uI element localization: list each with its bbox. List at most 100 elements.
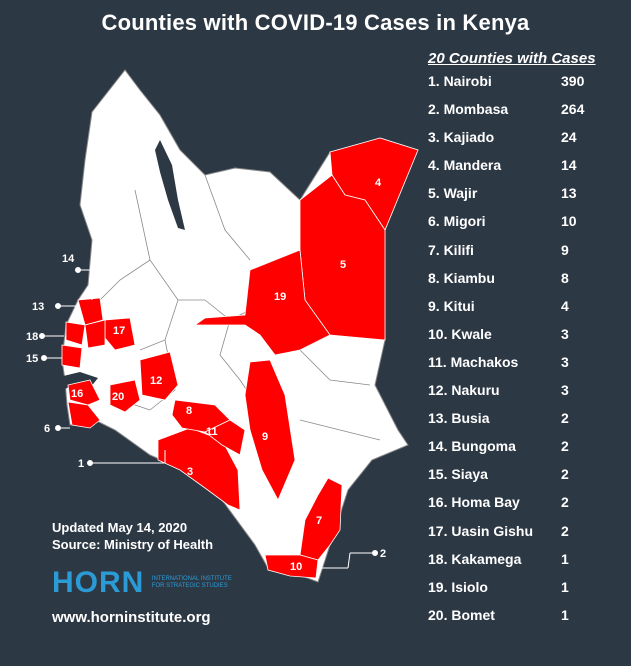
map-label: 14 (62, 253, 75, 265)
map-label: 7 (316, 515, 322, 527)
case-count: 3 (561, 325, 569, 342)
map-label: 6 (44, 423, 50, 435)
leader-lines (39, 267, 378, 569)
map-label: 11 (206, 426, 218, 438)
county-name: 19. Isiolo (428, 578, 488, 595)
county-kwale (264, 554, 319, 579)
county-name: 11. Machakos (428, 353, 519, 370)
county-name: 2. Mombasa (428, 101, 509, 118)
case-count: 3 (561, 353, 569, 370)
county-nakuru (139, 351, 179, 401)
county-name: 16. Homa Bay (428, 494, 520, 511)
legend-row: 12. Nakuru 3 (428, 382, 628, 410)
legend-row: 8. Kiambu 8 (428, 270, 628, 298)
case-count: 390 (561, 73, 585, 89)
update-info: Updated May 14, 2020 Source: Ministry of… (52, 519, 213, 553)
map-label: 12 (150, 375, 162, 387)
map-label: 19 (274, 291, 286, 303)
map-label: 18 (26, 331, 38, 343)
case-count: 24 (561, 129, 577, 146)
map-label: 20 (112, 391, 124, 403)
case-count: 2 (561, 522, 569, 539)
legend-row: 18. Kakamega 1 (428, 551, 628, 579)
map-label: 3 (187, 466, 193, 478)
county-name: 10. Kwale (428, 325, 492, 342)
affected-counties (61, 137, 419, 579)
county-kakamega (84, 319, 106, 349)
case-count: 9 (561, 241, 569, 258)
case-count: 1 (561, 550, 569, 567)
case-count: 8 (561, 269, 569, 286)
case-count: 264 (561, 101, 585, 118)
case-count: 2 (561, 494, 569, 511)
map-label: 4 (375, 177, 382, 189)
map-label: 9 (262, 431, 268, 443)
county-kitui (244, 359, 296, 501)
county-bungoma (77, 297, 104, 326)
map-labels: 1 2 3 4 5 6 7 8 9 10 11 12 13 14 15 16 1… (26, 177, 386, 573)
county-name: 8. Kiambu (428, 269, 495, 286)
county-name: 14. Bungoma (428, 438, 516, 455)
county-bomet (109, 379, 141, 413)
case-count: 3 (561, 382, 569, 399)
logo-wordmark: HORN (52, 566, 145, 599)
case-count: 4 (561, 297, 569, 314)
legend-row: 3. Kajiado 24 (428, 129, 628, 157)
county-name: 4. Mandera (428, 157, 502, 174)
county-name: 18. Kakamega (428, 550, 522, 567)
case-count: 1 (561, 606, 569, 623)
county-isiolo (193, 249, 331, 356)
county-homa-bay (67, 379, 101, 406)
county-name: 6. Migori (428, 213, 486, 230)
horn-logo: HORN International Institute for Strateg… (52, 566, 242, 600)
legend-row: 17. Uasin Gishu 2 (428, 523, 628, 551)
legend-row: 5. Wajir 13 (428, 185, 628, 213)
legend-row: 19. Isiolo 1 (428, 579, 628, 607)
county-name: 13. Busia (428, 410, 490, 427)
case-count: 2 (561, 466, 569, 483)
county-name: 12. Nakuru (428, 382, 500, 399)
legend-row: 11. Machakos 3 (428, 354, 628, 382)
county-machakos (204, 419, 246, 456)
county-busia (65, 321, 86, 346)
legend-row: 14. Bungoma 2 (428, 438, 628, 466)
county-name: 17. Uasin Gishu (428, 522, 534, 539)
map-label: 5 (340, 259, 346, 271)
case-count: 13 (561, 185, 577, 202)
county-siaya (61, 344, 83, 369)
legend-row: 6. Migori 10 (428, 213, 628, 241)
legend-rows: 1. Nairobi 390 2. Mombasa 264 3. Kajiado 24 4.… (428, 73, 628, 635)
case-count: 14 (561, 157, 577, 174)
map-label: 17 (113, 325, 125, 337)
county-name: 20. Bomet (428, 606, 495, 623)
map-label: 10 (290, 561, 302, 573)
source-text: Source: Ministry of Health (52, 537, 214, 552)
legend-title: 20 Counties with Cases (428, 50, 596, 67)
map-label: 2 (380, 548, 386, 560)
map-label: 13 (32, 301, 44, 313)
map-label: 1 (78, 458, 84, 470)
lake-turkana (155, 140, 185, 230)
legend-row: 4. Mandera 14 (428, 157, 628, 185)
county-name: 9. Kitui (428, 297, 475, 314)
legend-row: 1. Nairobi 390 (428, 73, 628, 101)
website-link[interactable]: www.horninstitute.org (52, 609, 211, 626)
county-name: 5. Wajir (428, 185, 478, 202)
case-count: 2 (561, 438, 569, 455)
map-label: 15 (26, 353, 38, 365)
case-count: 2 (561, 410, 569, 427)
legend-row: 15. Siaya 2 (428, 466, 628, 494)
county-migori (67, 401, 101, 429)
county-name: 7. Kilifi (428, 241, 474, 258)
legend-row: 2. Mombasa 264 (428, 101, 628, 129)
map-title: Counties with COVID-19 Cases in Kenya (101, 10, 530, 35)
legend-row: 20. Bomet 1 (428, 607, 628, 635)
case-count: 10 (561, 213, 577, 230)
legend-row: 16. Homa Bay 2 (428, 494, 628, 522)
county-name: 3. Kajiado (428, 129, 495, 146)
legend-row: 9. Kitui 4 (428, 298, 628, 326)
county-name: 15. Siaya (428, 466, 488, 483)
case-count: 1 (561, 578, 569, 595)
logo-subtitle: International Institute for Strategic St… (151, 576, 232, 589)
